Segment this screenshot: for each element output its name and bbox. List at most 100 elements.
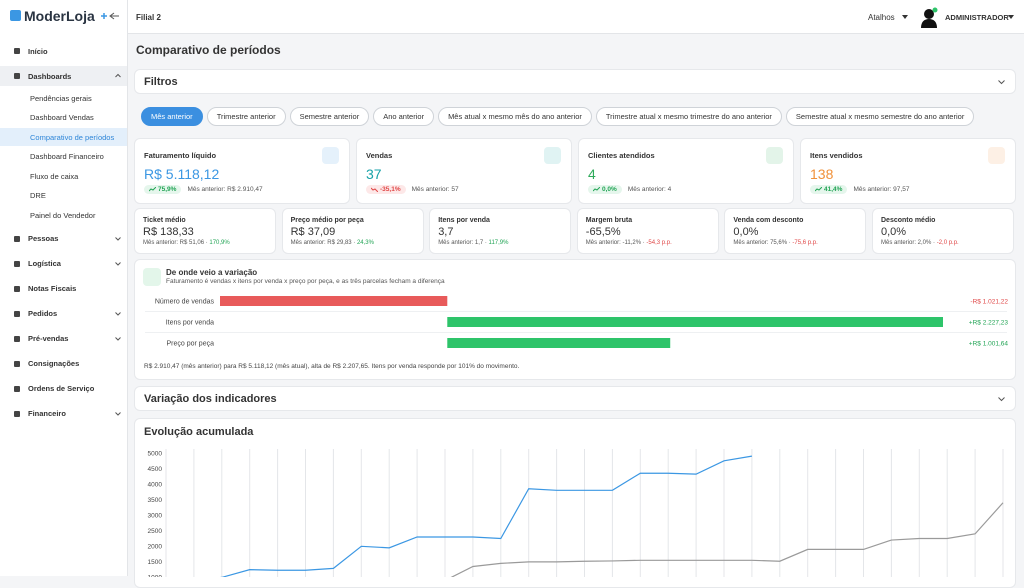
metric-value: R$ 138,33 [143, 226, 194, 238]
metric-label: Itens por venda [438, 217, 490, 224]
sub-nav-item[interactable]: Dashboard Financeiro [30, 152, 104, 161]
nav-label: Notas Fiscais [28, 284, 77, 293]
metric-label: Margem bruta [585, 217, 633, 224]
row-label: Itens por venda [166, 320, 214, 327]
nav-item[interactable]: Dashboards [0, 66, 127, 86]
metric-previous: Mês anterior: 75,6% · [733, 240, 791, 246]
kpi-icon [544, 147, 561, 164]
nav-icon [14, 285, 20, 292]
filter-chip[interactable]: Mês atual x mesmo mês do ano anterior [438, 107, 592, 126]
metric-value: R$ 37,09 [290, 226, 336, 238]
metric-change: -2,0 p.p. [936, 240, 959, 246]
sub-nav-item[interactable]: Painel do Vendedor [30, 210, 96, 220]
trend-icon [593, 187, 600, 192]
branch[interactable]: Filial 2 [136, 13, 161, 22]
nav-item[interactable]: Financeiro [0, 407, 127, 421]
y-tick-label: 4000 [148, 481, 163, 488]
user[interactable]: ADMINISTRADOR [945, 13, 1009, 22]
chevron-path [115, 73, 121, 78]
logo-icon [10, 10, 21, 21]
kpi-label: Faturamento líquido [144, 151, 217, 160]
trend-path [593, 187, 600, 192]
filters-panel[interactable]: Filtros [134, 69, 1016, 94]
nav-label: Dashboards [28, 71, 72, 81]
nav-label: Ordens de Serviço [28, 384, 95, 393]
kpi-label: Vendas [366, 151, 393, 160]
metric-value: 0,0% [881, 226, 907, 238]
chevron [998, 397, 1005, 402]
metric-card: Desconto médio 0,0% Mês anterior: 2,0% · -… [872, 208, 1014, 254]
nav-item[interactable]: Ordens de Serviço [0, 382, 127, 396]
metric-card: Ticket médio R$ 138,33 Mês anterior: R$ 51… [134, 208, 276, 254]
variation-chart: Número de vendas -R$ 1.021,22 Itens por ve… [145, 296, 1009, 348]
indicators-panel[interactable]: Variação dos indicadores [134, 386, 1016, 411]
sub-nav-item[interactable]: Fluxo de caixa [30, 171, 79, 181]
metric-footer: Mês anterior: 1,7 · 117,9% [438, 240, 508, 246]
nav-item[interactable]: Pessoas [0, 232, 127, 246]
sub-nav-item[interactable]: Pendências gerais [30, 93, 92, 103]
kpi-change: 0,0% [602, 186, 617, 193]
metric-label: Venda com desconto [733, 217, 804, 224]
filter-chip[interactable]: Semestre anterior [289, 107, 370, 126]
variation-panel: De onde veio a variação Faturamento é ve… [134, 259, 1016, 380]
panel-title: Filtros [144, 76, 178, 88]
nav-label: Consignações [28, 359, 80, 368]
filter-chip[interactable]: Trimestre atual x mesmo trimestre do ano… [595, 107, 782, 126]
nav-item[interactable]: Notas Fiscais [0, 282, 127, 296]
nav-item[interactable]: Início [0, 44, 127, 58]
y-tick-label: 4500 [148, 466, 163, 473]
kpi-footer: 75,9% Mês anterior: R$ 2.910,47 [144, 185, 263, 194]
chevron [115, 336, 121, 341]
metric-change: 24,3% [356, 240, 374, 246]
logo[interactable]: ModerLoja [24, 8, 95, 24]
sub-nav-item[interactable]: Comparativo de períodos [0, 128, 127, 146]
shortcuts[interactable]: Atalhos [868, 13, 895, 22]
metric-footer: Mês anterior: 75,6% · -75,6 p.p. [733, 240, 817, 246]
nav-item[interactable]: Pré-vendas [0, 332, 127, 346]
y-tick-label: 1500 [148, 559, 163, 566]
caret [1008, 15, 1014, 19]
nav-label: Pedidos [28, 309, 58, 318]
kpi-previous: Mês anterior: 97,57 [853, 186, 910, 193]
bar [220, 296, 448, 306]
kpi-change: 41,4% [824, 186, 843, 193]
nav-label: Logística [28, 259, 61, 268]
value-label: +R$ 2.227,23 [969, 320, 1009, 327]
metric-card: Margem bruta -65,5% Mês anterior: -11,2% ·… [576, 208, 719, 254]
nav-item[interactable]: Logística [0, 257, 127, 271]
y-tick-label: 3500 [148, 497, 163, 504]
chevron [115, 411, 121, 416]
trend-path [149, 187, 156, 192]
sub-nav-item[interactable]: DRE [30, 191, 46, 200]
bar [447, 317, 943, 327]
value-label: -R$ 1.021,22 [970, 299, 1008, 306]
row-label: Número de vendas [155, 299, 215, 306]
panel-title: Variação dos indicadores [144, 393, 277, 405]
nav-icon [14, 235, 20, 242]
trend-icon [371, 187, 378, 192]
chevron [115, 236, 121, 241]
kpi-previous: Mês anterior: 4 [627, 186, 672, 193]
page-title: Comparativo de períodos [136, 43, 281, 57]
avatar[interactable] [920, 7, 938, 28]
y-tick-label: 2500 [148, 528, 163, 535]
sub-nav-item[interactable]: Dashboard Vendas [30, 113, 94, 122]
chevron-path [115, 261, 121, 266]
trend-path [371, 187, 378, 192]
metric-change: -75,6 p.p. [792, 240, 818, 246]
series-line [450, 502, 1004, 577]
kpi-footer: 41,4% Mês anterior: 97,57 [810, 185, 909, 194]
filter-chip[interactable]: Ano anterior [373, 107, 435, 126]
nav-icon [14, 385, 20, 392]
filter-chip[interactable]: Trimestre anterior [206, 107, 286, 126]
metric-footer: Mês anterior: R$ 29,83 · 24,3% [291, 240, 374, 246]
chevron [115, 73, 121, 78]
filter-chip[interactable]: Semestre atual x mesmo semestre do ano a… [785, 107, 975, 126]
kpi-footer: 0,0% Mês anterior: 4 [588, 185, 671, 194]
filter-chip[interactable]: Mês anterior [141, 107, 203, 126]
kpi-change: -35,1% [380, 186, 401, 193]
nav-item[interactable]: Consignações [0, 357, 127, 371]
nav-item[interactable]: Pedidos [0, 307, 127, 321]
logo-plus [101, 12, 119, 20]
variation-title: De onde veio a variação [166, 268, 258, 277]
